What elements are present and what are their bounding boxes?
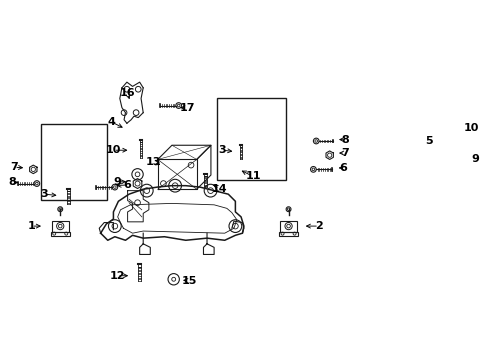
- Text: 17: 17: [179, 103, 195, 113]
- Text: 3: 3: [40, 189, 48, 199]
- Text: 10: 10: [106, 145, 121, 155]
- Text: 2: 2: [315, 221, 323, 231]
- Text: 11: 11: [245, 171, 261, 181]
- Text: 13: 13: [146, 157, 162, 167]
- Text: 16: 16: [120, 89, 135, 99]
- Text: 7: 7: [10, 162, 18, 172]
- Text: 4: 4: [107, 117, 115, 127]
- Text: 10: 10: [464, 123, 479, 133]
- Text: 12: 12: [109, 271, 125, 281]
- Bar: [41, 124, 107, 201]
- Text: 7: 7: [342, 148, 349, 158]
- Text: 5: 5: [425, 136, 433, 146]
- Bar: [217, 98, 286, 180]
- Text: 15: 15: [182, 276, 197, 286]
- Text: 9: 9: [471, 154, 479, 164]
- Bar: [279, 231, 298, 236]
- Text: 6: 6: [123, 180, 131, 190]
- Bar: [52, 221, 69, 231]
- Text: 8: 8: [342, 135, 349, 145]
- Text: 3: 3: [219, 145, 226, 155]
- Text: 1: 1: [27, 221, 35, 231]
- Bar: [280, 221, 297, 231]
- Bar: [50, 231, 70, 236]
- Text: 6: 6: [339, 163, 347, 173]
- Text: 8: 8: [8, 177, 16, 187]
- Text: 14: 14: [212, 184, 227, 194]
- Text: 9: 9: [113, 177, 121, 187]
